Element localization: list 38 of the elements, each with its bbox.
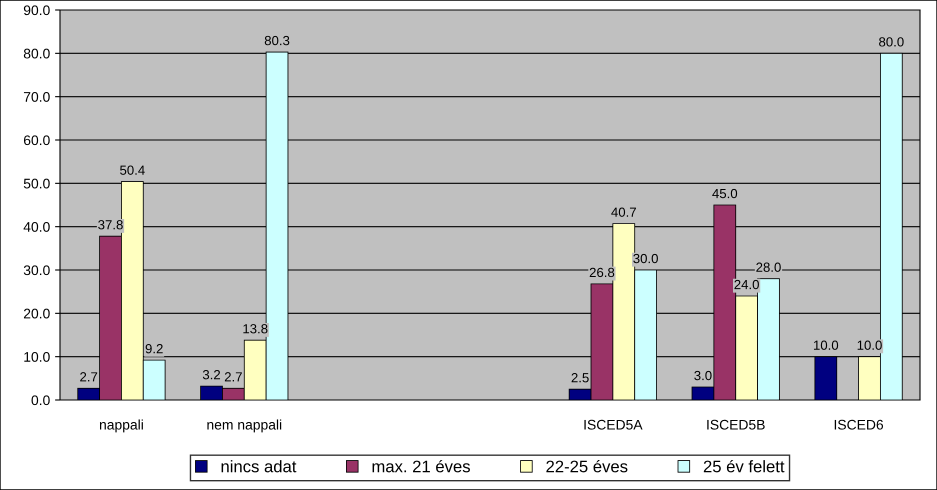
data-label: 24.0 bbox=[734, 280, 759, 290]
data-label: 9.2 bbox=[146, 344, 163, 354]
data-label: 13.8 bbox=[243, 324, 268, 334]
y-tick-label: 10.0 bbox=[24, 352, 50, 362]
y-tick-label: 30.0 bbox=[24, 265, 50, 276]
data-label: 2.5 bbox=[572, 373, 589, 382]
y-tick-label: 40.0 bbox=[24, 222, 50, 232]
data-label: 3.2 bbox=[202, 370, 220, 380]
data-label: 2.7 bbox=[224, 372, 242, 382]
legend-label: nincs adat bbox=[222, 460, 296, 472]
y-tick-label: 60.0 bbox=[24, 135, 50, 146]
legend-label: 25 év felett bbox=[704, 460, 784, 472]
x-tick-label: ISCED5A bbox=[584, 420, 643, 430]
data-label: 37.8 bbox=[98, 220, 123, 230]
data-label: 26.8 bbox=[590, 268, 614, 278]
data-label: 45.0 bbox=[712, 188, 738, 198]
x-tick-label: ISCED6 bbox=[834, 420, 884, 430]
data-label: 2.7 bbox=[80, 372, 98, 382]
x-tick-label: nappali bbox=[100, 419, 143, 432]
data-label: 80.0 bbox=[879, 37, 904, 47]
data-label: 30.0 bbox=[633, 254, 658, 264]
data-label: 40.7 bbox=[611, 208, 636, 217]
data-label: 10.0 bbox=[858, 340, 882, 350]
y-tick-label: 0.0 bbox=[32, 395, 50, 406]
legend-label: max. 21 éves bbox=[372, 460, 470, 472]
x-tick-label: ISCED5B bbox=[707, 420, 765, 430]
data-label: 10.0 bbox=[814, 340, 838, 350]
data-label: 28.0 bbox=[756, 262, 781, 272]
y-tick-label: 70.0 bbox=[24, 92, 50, 102]
x-tick-label: nem nappali bbox=[207, 419, 282, 432]
y-tick-label: 80.0 bbox=[24, 48, 50, 59]
y-tick-label: 20.0 bbox=[24, 308, 50, 319]
data-label: 3.0 bbox=[694, 370, 712, 380]
legend-label: 22-25 éves bbox=[546, 460, 628, 472]
data-label: 80.3 bbox=[264, 36, 290, 46]
data-label: 50.4 bbox=[120, 165, 145, 175]
y-tick-label: 90.0 bbox=[24, 5, 50, 16]
y-tick-label: 50.0 bbox=[24, 178, 50, 189]
